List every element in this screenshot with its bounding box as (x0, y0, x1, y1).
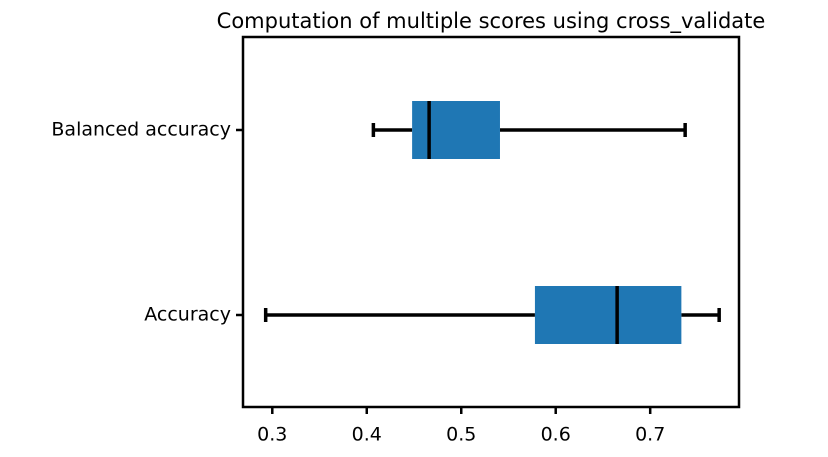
x-tick-label: 0.3 (257, 424, 287, 446)
x-tick-label: 0.5 (446, 424, 476, 446)
box (412, 101, 500, 159)
plot-frame (241, 35, 741, 409)
chart-title: Computation of multiple scores using cro… (217, 9, 766, 34)
x-tick-label: 0.7 (635, 424, 665, 446)
x-tick-label: 0.6 (541, 424, 571, 446)
x-tick-label: 0.4 (352, 424, 382, 446)
box (534, 286, 682, 344)
y-tick-label: Balanced accuracy (51, 119, 231, 141)
y-tick-label: Accuracy (144, 304, 231, 326)
